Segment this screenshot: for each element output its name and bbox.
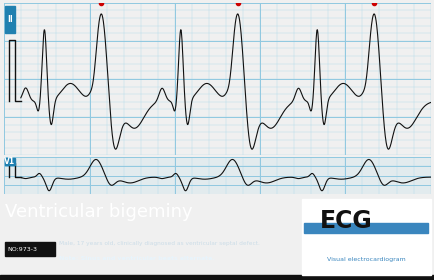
Bar — [302, 199, 430, 274]
Bar — [5, 242, 55, 256]
Text: II: II — [7, 15, 13, 24]
Text: Note: Sinus and ventricular beats alternate.: Note: Sinus and ventricular beats altern… — [59, 256, 214, 261]
Bar — [304, 223, 427, 233]
Text: NO:973-3: NO:973-3 — [7, 247, 37, 252]
Bar — [5, 6, 15, 33]
Text: Male, 17 years old, clinically diagnosed as ventricular septal defect.: Male, 17 years old, clinically diagnosed… — [59, 241, 259, 246]
Bar — [0, 276, 434, 280]
Text: Ventricular bigeminy: Ventricular bigeminy — [5, 203, 192, 221]
Text: V1: V1 — [4, 157, 16, 166]
Bar — [5, 158, 15, 165]
Text: ECG: ECG — [319, 209, 372, 233]
Text: Visual electrocardiogram: Visual electrocardiogram — [326, 256, 405, 262]
